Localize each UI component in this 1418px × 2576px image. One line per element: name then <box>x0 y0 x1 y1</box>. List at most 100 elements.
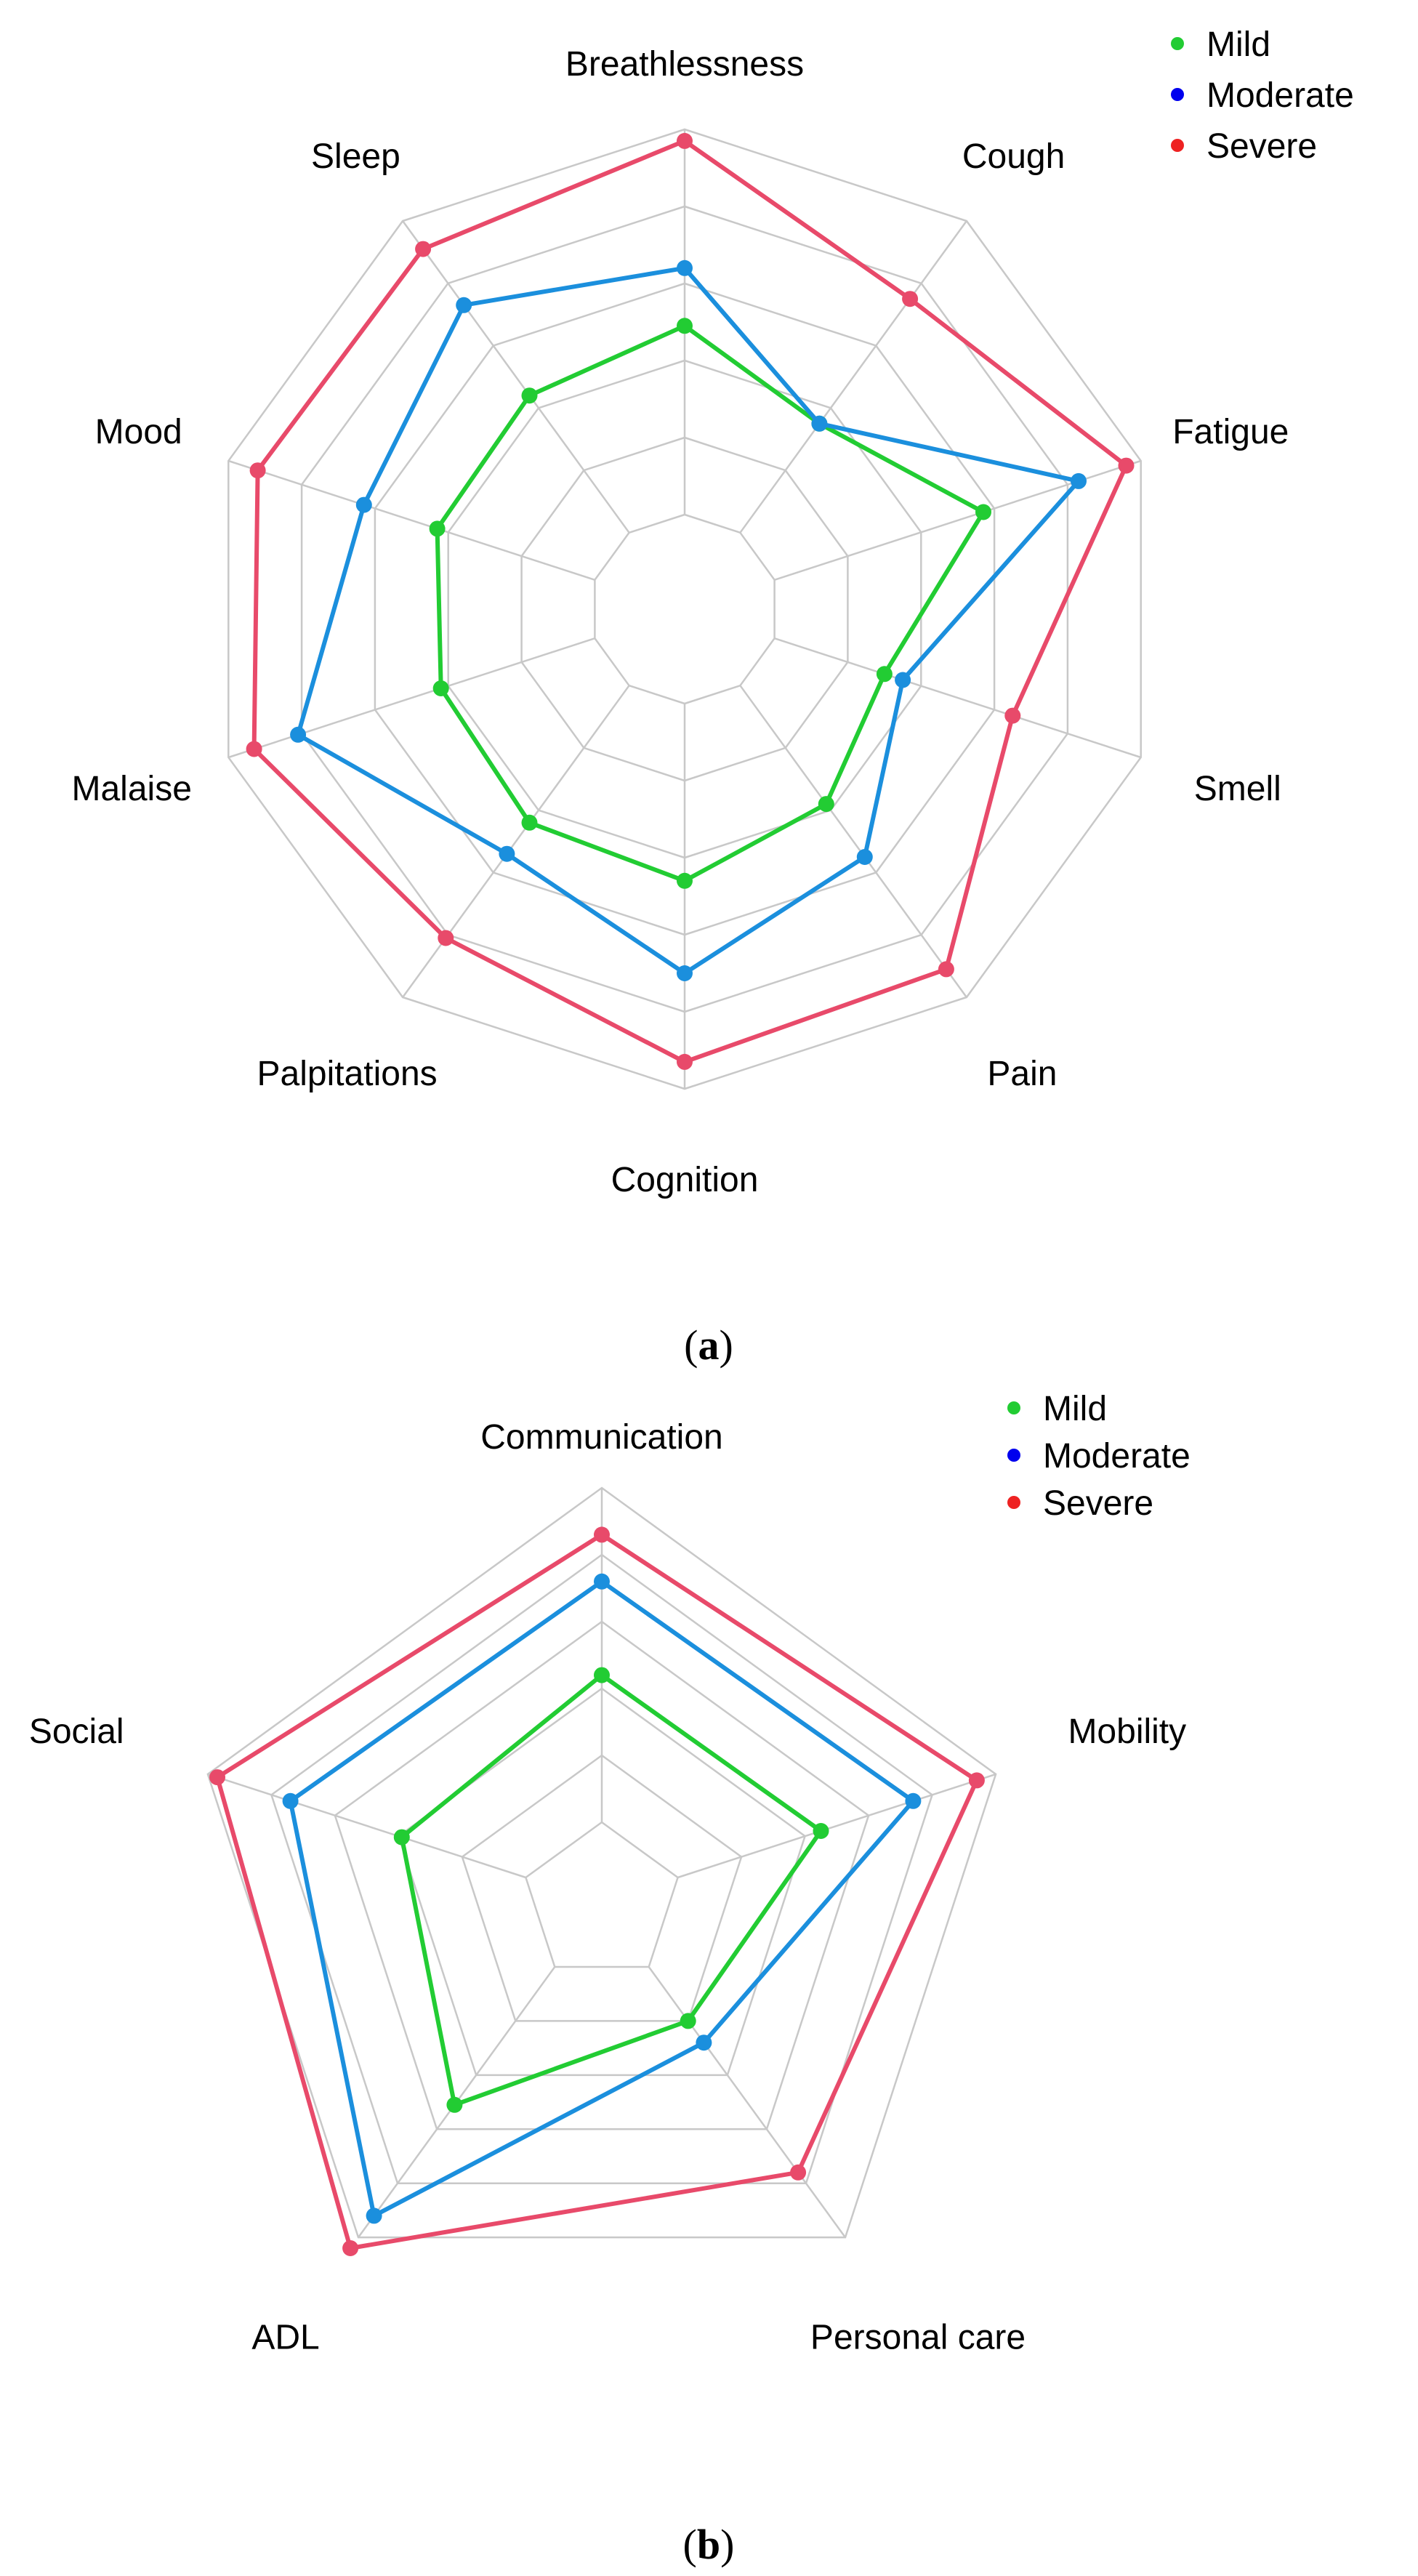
point-moderate-communication <box>594 1573 610 1590</box>
point-moderate-pain <box>856 849 873 865</box>
series-line-mild <box>399 1673 823 2107</box>
point-mild-communication <box>594 1667 610 1683</box>
point-moderate-cough <box>811 415 828 432</box>
axis-spoke-smell <box>774 637 1142 759</box>
series-severe <box>209 1526 985 2256</box>
series-line-severe <box>215 1532 979 2250</box>
point-mild-cognition <box>677 872 693 889</box>
series-mild <box>393 1667 829 2113</box>
series-line-mild <box>435 323 986 883</box>
legend-label-moderate: Moderate <box>1206 76 1354 115</box>
axis-spoke-mobility <box>677 1773 996 1879</box>
point-severe-sleep <box>415 241 432 257</box>
axis-label-breathlessness: Breathlessness <box>565 45 804 84</box>
axis-label-communication: Communication <box>480 1418 722 1457</box>
series-line-moderate <box>288 1579 916 2218</box>
axis-spoke-sleep <box>402 220 630 534</box>
point-moderate-adl <box>366 2207 382 2224</box>
axis-spoke-cough <box>739 220 967 534</box>
grid-ring-0 <box>594 513 776 705</box>
radar-chart-b: Communication Mobility Personal care ADL Soc… <box>29 1418 1186 2357</box>
point-severe-mobility <box>968 1772 985 1789</box>
point-moderate-personal-care <box>696 2034 712 2051</box>
point-severe-smell <box>1004 707 1021 724</box>
point-mild-sleep <box>521 387 538 404</box>
series-line-moderate <box>296 265 1081 975</box>
grid-ring-4 <box>270 1553 934 2184</box>
point-moderate-social <box>282 1792 299 1809</box>
point-severe-palpitations <box>438 930 454 946</box>
axis-spoke-malaise <box>227 637 595 759</box>
axis-label-social: Social <box>29 1712 124 1751</box>
legend-marker-severe <box>1171 139 1184 152</box>
axis-spoke-mood <box>227 459 595 581</box>
point-moderate-breathlessness <box>677 259 693 276</box>
axis-label-smell: Smell <box>1194 770 1281 808</box>
point-severe-pain <box>938 961 954 978</box>
point-severe-breathlessness <box>677 132 693 149</box>
point-mild-social <box>393 1829 410 1846</box>
point-severe-communication <box>594 1526 610 1543</box>
axis-label-fatigue: Fatigue <box>1172 413 1289 451</box>
point-severe-mood <box>249 462 266 479</box>
axis-label-pain: Pain <box>987 1055 1057 1093</box>
point-mild-fatigue <box>975 504 991 520</box>
grid-ring-3 <box>334 1620 870 2130</box>
point-mild-breathlessness <box>677 318 693 334</box>
point-moderate-mood <box>355 496 372 513</box>
legend-a: Mild Moderate Severe <box>1171 25 1354 166</box>
axis-label-personal-care: Personal care <box>810 2319 1026 2357</box>
point-moderate-smell <box>895 672 911 688</box>
grid-ring-5 <box>206 1486 997 2239</box>
axis-label-malaise: Malaise <box>71 770 191 808</box>
grid-ring-0 <box>524 1821 680 1968</box>
point-mild-palpitations <box>521 814 538 831</box>
point-moderate-mobility <box>905 1792 922 1809</box>
legend-marker-mild <box>1171 37 1184 50</box>
axis-spoke-personal-care <box>648 1966 847 2238</box>
series-severe <box>246 132 1135 1070</box>
point-severe-personal-care <box>790 2164 807 2181</box>
point-moderate-cognition <box>677 965 693 981</box>
legend-marker-moderate <box>1171 88 1184 101</box>
series-mild <box>429 318 991 889</box>
point-severe-fatigue <box>1118 457 1135 474</box>
axis-label-adl: ADL <box>251 2319 319 2357</box>
axis-label-cough: Cough <box>962 137 1065 176</box>
point-mild-adl <box>446 2096 463 2113</box>
series-line-severe <box>251 138 1129 1064</box>
legend-b: Mild Moderate Severe <box>1007 1390 1191 1523</box>
panel-label-b: (b) <box>683 2521 735 2568</box>
point-mild-smell <box>876 666 893 683</box>
point-severe-adl <box>342 2240 359 2256</box>
legend-label-moderate: Moderate <box>1043 1437 1191 1476</box>
axis-label-cognition: Cognition <box>611 1161 759 1199</box>
point-moderate-fatigue <box>1071 472 1087 489</box>
legend-label-mild: Mild <box>1043 1390 1107 1428</box>
legend-marker-mild <box>1007 1401 1020 1414</box>
axis-label-mobility: Mobility <box>1068 1712 1186 1751</box>
point-severe-social <box>209 1769 225 1786</box>
point-severe-malaise <box>246 741 262 757</box>
legend-label-severe: Severe <box>1043 1484 1153 1523</box>
point-moderate-malaise <box>290 726 307 743</box>
legend-marker-severe <box>1007 1496 1020 1509</box>
point-mild-pain <box>818 796 834 813</box>
point-mild-malaise <box>432 680 449 696</box>
axis-label-mood: Mood <box>95 413 182 451</box>
axis-spoke-palpitations <box>402 685 630 998</box>
point-severe-cough <box>902 291 919 307</box>
radar-chart-a: Breathlessness Cough Fatigue Smell Pain Cogni… <box>71 45 1289 1199</box>
legend-marker-moderate <box>1007 1449 1020 1462</box>
point-moderate-palpitations <box>499 845 515 862</box>
point-mild-mobility <box>813 1823 829 1839</box>
axis-label-palpitations: Palpitations <box>257 1055 438 1093</box>
point-mild-mood <box>429 520 446 537</box>
point-moderate-sleep <box>456 297 472 313</box>
grid-ring-1 <box>461 1754 743 2022</box>
panel-label-a: (a) <box>684 1321 733 1369</box>
point-mild-personal-care <box>680 2013 696 2029</box>
series-moderate <box>290 259 1087 981</box>
axis-label-sleep: Sleep <box>311 137 400 176</box>
